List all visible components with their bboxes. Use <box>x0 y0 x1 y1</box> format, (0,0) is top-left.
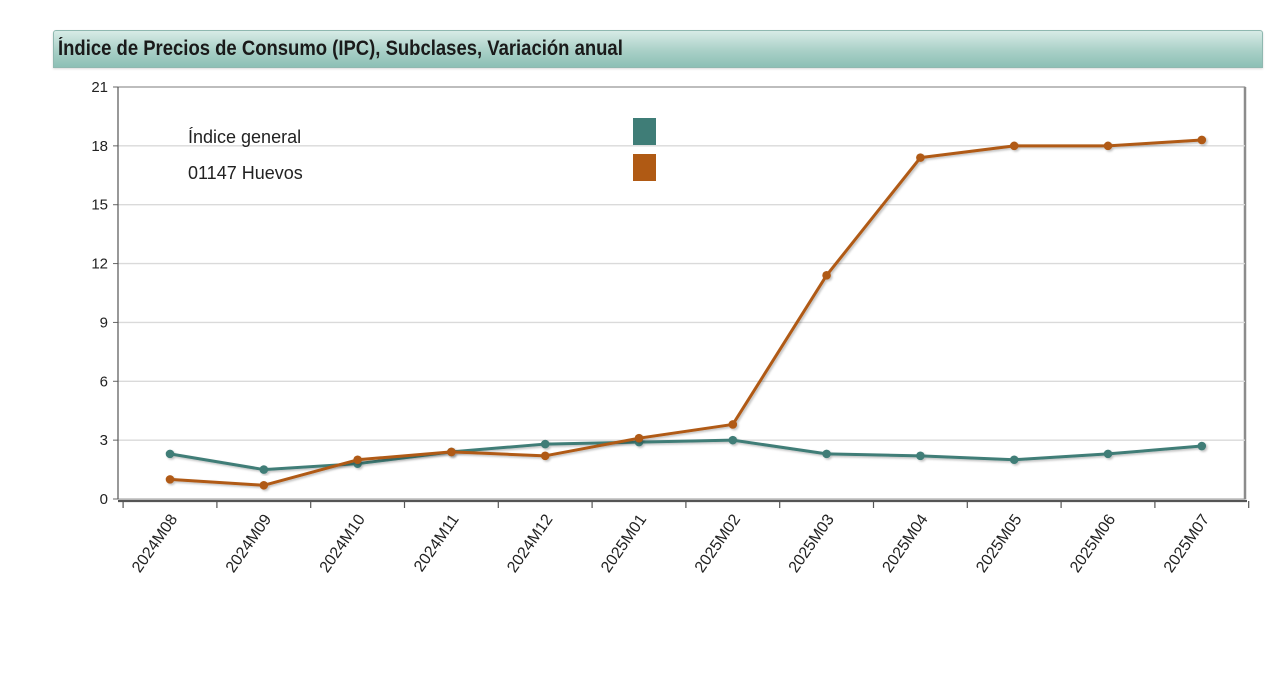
y-tick-label: 15 <box>91 197 108 214</box>
chart-title-bar: Índice de Precios de Consumo (IPC), Subc… <box>53 30 1263 68</box>
data-point[interactable] <box>1009 455 1019 465</box>
x-tick-label: 2025M02 <box>692 511 744 575</box>
data-point[interactable] <box>1197 441 1207 451</box>
x-tick-label: 2025M04 <box>879 511 931 575</box>
legend-swatch[interactable] <box>633 154 656 181</box>
y-tick-label: 9 <box>100 314 108 331</box>
y-tick-label: 6 <box>100 373 108 390</box>
y-tick-label: 18 <box>91 138 108 155</box>
plot-area <box>117 86 1246 500</box>
data-point[interactable] <box>353 455 362 465</box>
x-tick-label: 2024M10 <box>317 511 369 575</box>
y-tick-label: 21 <box>91 79 108 96</box>
data-point[interactable] <box>1103 449 1113 459</box>
data-point[interactable] <box>822 271 831 280</box>
x-tick-label: 2025M07 <box>1161 511 1213 575</box>
data-point[interactable] <box>165 449 175 459</box>
y-tick-label: 0 <box>100 491 108 508</box>
x-tick-label: 2024M08 <box>129 511 181 575</box>
legend-swatch[interactable] <box>633 118 656 145</box>
data-point[interactable] <box>447 447 456 457</box>
x-tick-label: 2024M09 <box>223 511 275 575</box>
chart-title: Índice de Precios de Consumo (IPC), Subc… <box>58 37 623 60</box>
data-point[interactable] <box>259 465 269 474</box>
data-point[interactable] <box>1197 135 1207 145</box>
data-point[interactable] <box>728 435 738 445</box>
x-tick-label: 2024M11 <box>411 511 463 575</box>
data-point[interactable] <box>165 475 175 484</box>
series-line <box>169 138 1202 487</box>
data-point[interactable] <box>822 449 831 459</box>
legend-label: 01147 Huevos <box>188 163 303 183</box>
data-point[interactable] <box>728 420 738 429</box>
data-point[interactable] <box>540 439 550 449</box>
data-point[interactable] <box>1009 141 1019 151</box>
y-tick-label: 3 <box>100 432 108 449</box>
x-tick-label: 2025M03 <box>786 511 838 575</box>
data-point[interactable] <box>634 433 644 443</box>
x-tick-label: 2024M12 <box>504 511 556 575</box>
x-tick-label: 2025M05 <box>973 511 1025 575</box>
data-point[interactable] <box>1103 141 1113 151</box>
data-point[interactable] <box>916 153 925 162</box>
x-tick-label: 2025M06 <box>1067 511 1119 575</box>
data-point[interactable] <box>916 451 925 461</box>
legend-label: Índice general <box>188 127 301 147</box>
x-tick-label: 2025M01 <box>598 511 650 575</box>
data-point[interactable] <box>259 480 269 490</box>
y-tick-label: 12 <box>91 256 108 273</box>
data-point[interactable] <box>540 451 550 461</box>
series-1 <box>165 135 1207 490</box>
